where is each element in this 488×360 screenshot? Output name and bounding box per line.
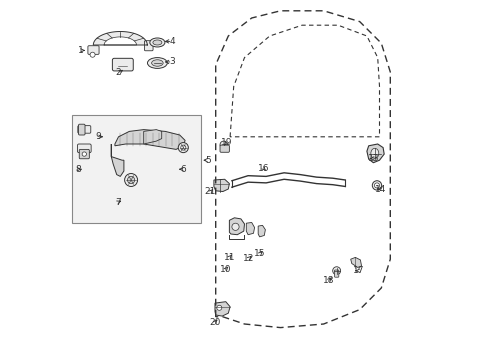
Ellipse shape — [151, 60, 163, 66]
Text: 15: 15 — [254, 249, 265, 258]
Text: 9: 9 — [96, 132, 102, 141]
Circle shape — [220, 141, 227, 148]
FancyBboxPatch shape — [112, 58, 133, 71]
Text: 17: 17 — [352, 266, 364, 275]
Ellipse shape — [370, 148, 378, 158]
Text: 8: 8 — [75, 165, 81, 174]
Polygon shape — [350, 257, 361, 268]
FancyBboxPatch shape — [220, 145, 229, 152]
Polygon shape — [115, 130, 185, 149]
FancyBboxPatch shape — [77, 144, 91, 153]
Text: 7: 7 — [115, 198, 121, 207]
Ellipse shape — [149, 38, 164, 47]
FancyBboxPatch shape — [144, 41, 153, 51]
Text: 5: 5 — [205, 156, 211, 165]
Circle shape — [82, 152, 86, 156]
Text: 18: 18 — [323, 276, 334, 284]
Polygon shape — [246, 222, 254, 235]
Circle shape — [231, 223, 239, 230]
Circle shape — [178, 143, 188, 153]
Polygon shape — [213, 179, 229, 192]
Circle shape — [124, 174, 137, 186]
Text: 2: 2 — [116, 68, 121, 77]
Text: 6: 6 — [180, 165, 186, 174]
Text: 19: 19 — [220, 139, 232, 148]
Polygon shape — [143, 130, 162, 144]
Polygon shape — [111, 144, 123, 176]
Circle shape — [181, 145, 185, 150]
Text: 12: 12 — [243, 254, 254, 263]
Text: 3: 3 — [169, 57, 175, 66]
FancyBboxPatch shape — [78, 126, 91, 133]
Circle shape — [127, 176, 134, 184]
Text: 1: 1 — [78, 46, 83, 55]
Circle shape — [216, 305, 222, 310]
Circle shape — [332, 267, 340, 275]
Text: 21: 21 — [204, 187, 216, 197]
Text: 13: 13 — [367, 154, 378, 163]
Text: 11: 11 — [223, 253, 235, 262]
Text: 14: 14 — [374, 184, 386, 194]
Circle shape — [90, 52, 95, 57]
FancyBboxPatch shape — [79, 124, 85, 135]
Circle shape — [374, 183, 379, 188]
FancyBboxPatch shape — [88, 46, 99, 54]
Polygon shape — [366, 144, 384, 163]
Polygon shape — [258, 225, 265, 237]
Bar — [72, 115, 201, 223]
Polygon shape — [215, 302, 230, 316]
Text: 10: 10 — [220, 265, 231, 274]
Text: 16: 16 — [257, 163, 268, 172]
Ellipse shape — [153, 40, 162, 45]
FancyBboxPatch shape — [79, 149, 89, 159]
Polygon shape — [229, 218, 244, 235]
Text: 4: 4 — [169, 37, 175, 46]
Polygon shape — [93, 32, 147, 45]
Circle shape — [371, 181, 381, 190]
Ellipse shape — [147, 58, 167, 68]
Text: 20: 20 — [209, 318, 220, 327]
FancyBboxPatch shape — [334, 270, 338, 277]
